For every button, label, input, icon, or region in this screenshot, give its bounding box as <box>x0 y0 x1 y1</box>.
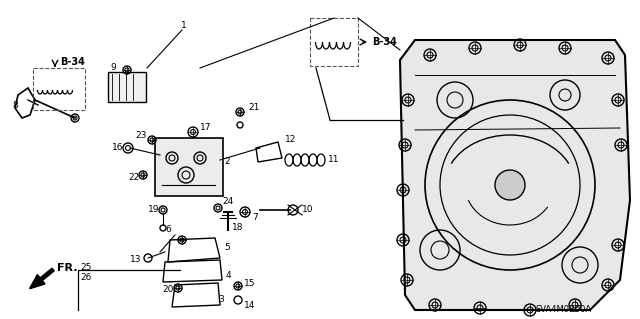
Text: 4: 4 <box>226 271 232 279</box>
Bar <box>33 68 85 110</box>
Text: 11: 11 <box>328 155 339 165</box>
Text: 9: 9 <box>110 63 116 72</box>
Text: 18: 18 <box>232 224 243 233</box>
Text: 20: 20 <box>162 286 173 294</box>
Text: 17: 17 <box>200 123 211 132</box>
Text: 25: 25 <box>80 263 92 272</box>
Text: B-34: B-34 <box>372 37 397 47</box>
Text: SVA4M0B00A: SVA4M0B00A <box>535 306 591 315</box>
Text: 24: 24 <box>222 197 233 206</box>
Text: 5: 5 <box>224 243 230 253</box>
Text: 14: 14 <box>244 300 255 309</box>
FancyArrowPatch shape <box>30 269 54 288</box>
Text: 6: 6 <box>165 226 171 234</box>
Text: 7: 7 <box>252 213 258 222</box>
Text: 22: 22 <box>128 174 140 182</box>
Text: 15: 15 <box>244 278 255 287</box>
Bar <box>310 18 358 66</box>
Text: 16: 16 <box>112 144 124 152</box>
Text: 26: 26 <box>80 273 92 283</box>
Text: 10: 10 <box>302 205 314 214</box>
Bar <box>108 72 146 102</box>
Circle shape <box>495 170 525 200</box>
Text: 19: 19 <box>148 205 159 214</box>
Text: 3: 3 <box>218 295 224 305</box>
Text: 12: 12 <box>285 136 296 145</box>
Bar <box>155 138 223 196</box>
Text: B-34: B-34 <box>60 57 85 67</box>
Text: FR.: FR. <box>57 263 77 273</box>
Polygon shape <box>400 40 630 310</box>
Text: 23: 23 <box>135 130 147 139</box>
Text: 8: 8 <box>12 100 18 109</box>
Text: 21: 21 <box>248 103 259 113</box>
Text: 1: 1 <box>181 21 187 31</box>
Text: 13: 13 <box>130 256 141 264</box>
Text: 2: 2 <box>224 158 230 167</box>
